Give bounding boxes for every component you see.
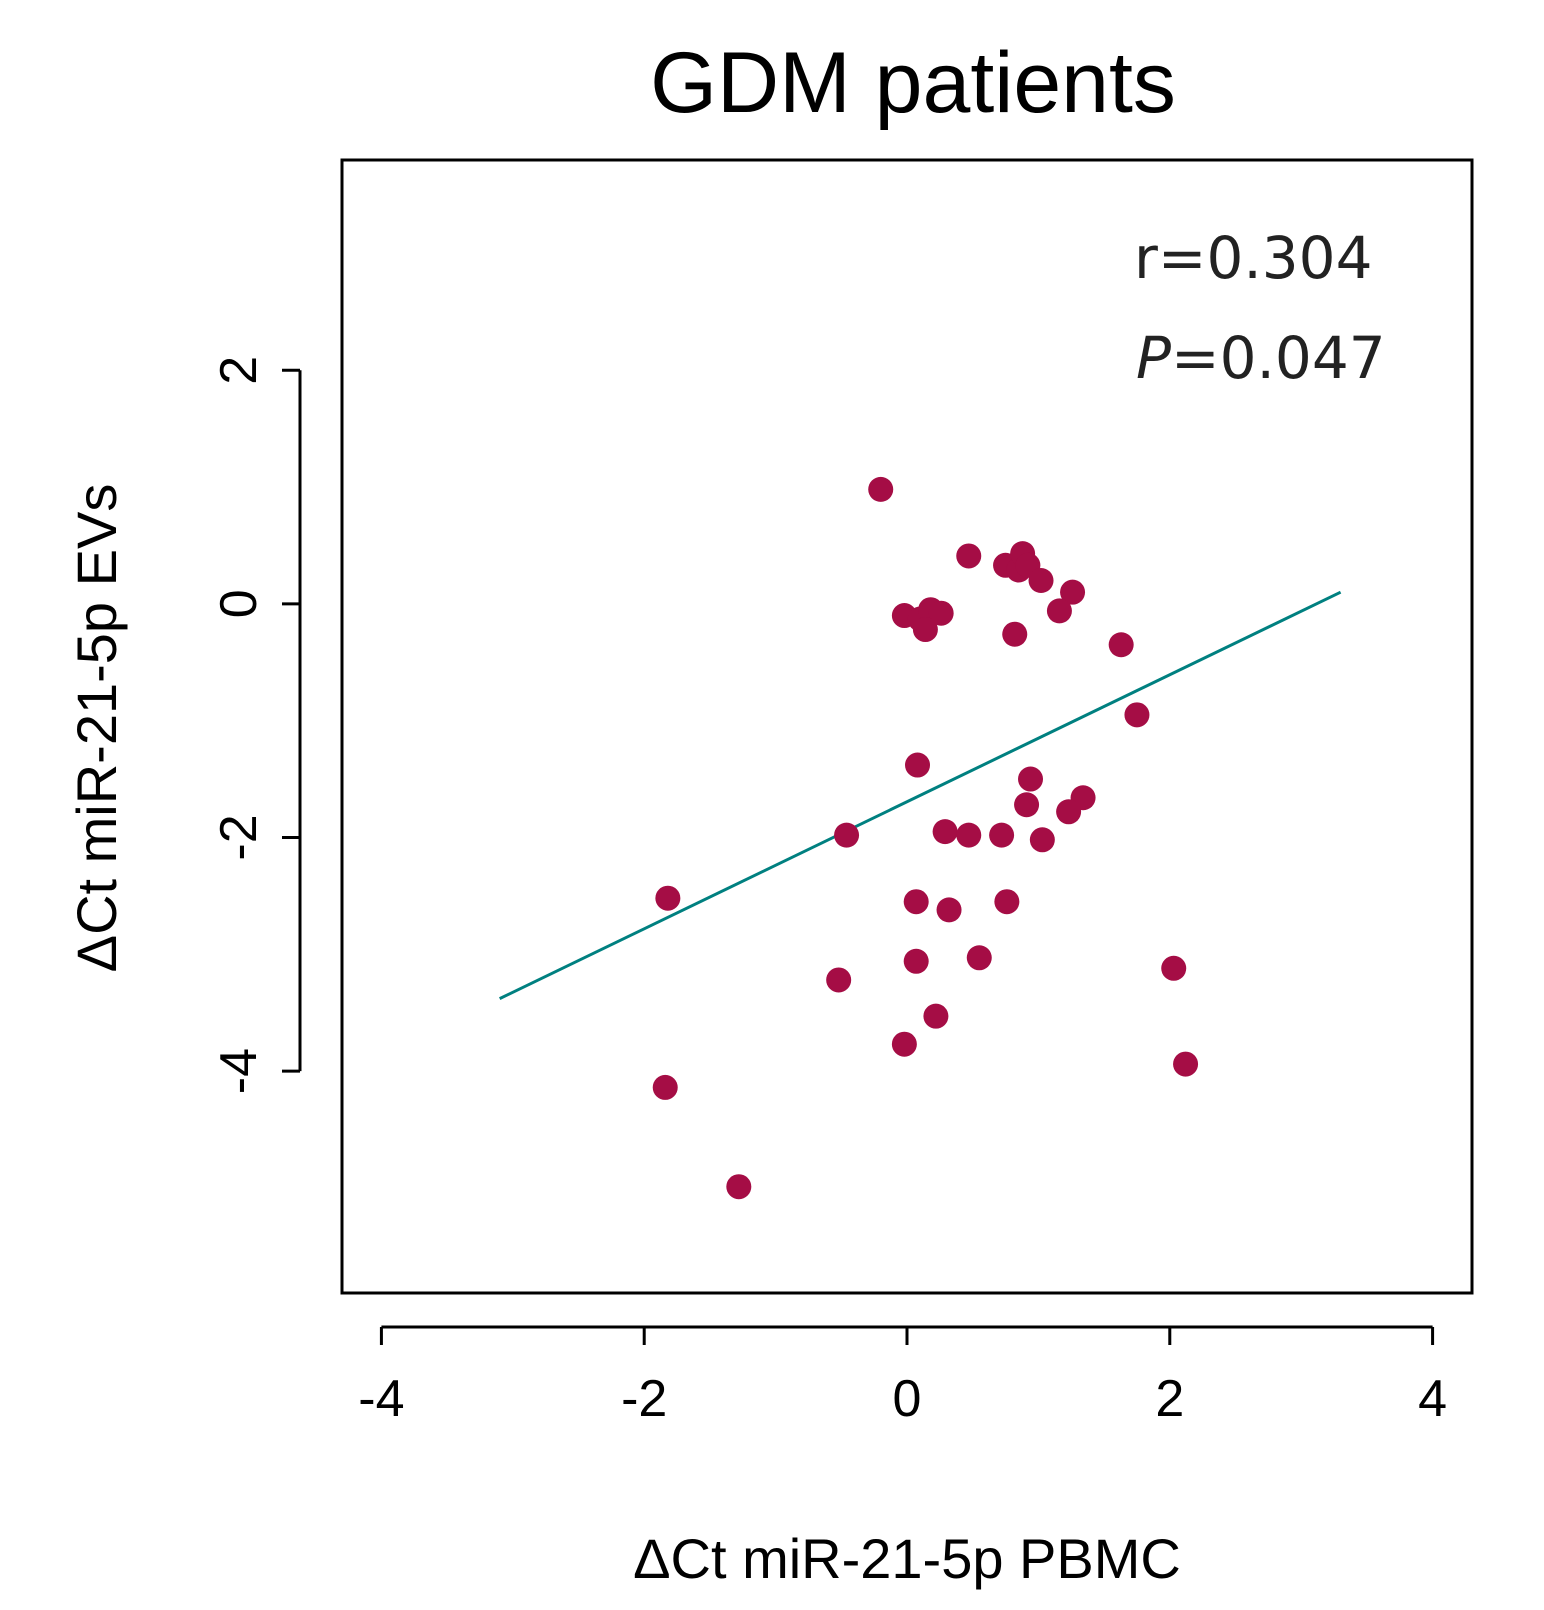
data-point — [834, 822, 860, 848]
x-tick-label: 2 — [1155, 1370, 1184, 1428]
data-point — [905, 752, 931, 778]
data-point — [1002, 621, 1028, 647]
p-value-symbol: P — [1136, 324, 1171, 392]
data-point — [923, 1003, 949, 1029]
x-axis-label: ΔCt miR-21-5p PBMC — [633, 1527, 1181, 1590]
data-point — [989, 822, 1015, 848]
y-axis: -4 -2 0 2 — [210, 356, 302, 1094]
data-point — [1108, 632, 1134, 658]
data-point — [903, 948, 929, 974]
regression-line-layer — [499, 590, 1342, 1001]
data-point — [912, 617, 938, 643]
regression-line — [499, 590, 1342, 1001]
data-point — [928, 600, 954, 626]
x-tick-label: 4 — [1418, 1370, 1447, 1428]
data-point — [1124, 702, 1150, 728]
data-point — [1173, 1051, 1199, 1077]
p-value-text: =0.047 — [1171, 324, 1386, 392]
data-point — [1028, 567, 1054, 593]
chart-title: GDM patients — [650, 35, 1176, 131]
y-axis-label: ΔCt miR-21-5p EVs — [65, 484, 128, 973]
data-point — [966, 945, 992, 971]
correlation-annotation: r=0.304 — [1134, 224, 1373, 292]
data-point — [826, 967, 852, 993]
y-tick-label: 2 — [210, 356, 268, 385]
y-tick-label: -4 — [210, 1048, 268, 1094]
data-point — [1060, 579, 1086, 605]
y-tick-label: 0 — [210, 589, 268, 618]
data-point — [1046, 598, 1072, 624]
y-tick-label: -2 — [210, 814, 268, 860]
x-tick-label: -2 — [621, 1370, 667, 1428]
data-point — [652, 1074, 678, 1100]
data-point — [868, 476, 894, 502]
data-point — [1161, 955, 1187, 981]
data-point — [994, 889, 1020, 915]
data-point — [936, 897, 962, 923]
x-tick-label: 0 — [893, 1370, 922, 1428]
data-point — [956, 822, 982, 848]
p-value-annotation: P=0.047 — [1136, 324, 1386, 392]
data-point — [1014, 792, 1040, 818]
plot-frame — [340, 158, 1474, 1295]
data-point — [1056, 799, 1082, 825]
x-tick-label: -4 — [358, 1370, 404, 1428]
x-axis: -4 -2 0 2 4 — [358, 1325, 1447, 1428]
data-point — [1029, 827, 1055, 853]
data-point — [903, 889, 929, 915]
data-point — [1018, 766, 1044, 792]
data-point — [655, 885, 681, 911]
data-points-layer — [652, 476, 1199, 1200]
data-point — [932, 819, 958, 845]
data-point — [891, 1031, 917, 1057]
data-point — [726, 1174, 752, 1200]
data-point — [956, 543, 982, 569]
